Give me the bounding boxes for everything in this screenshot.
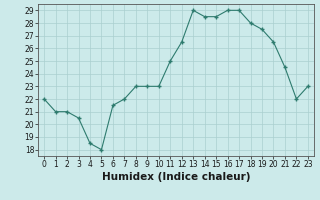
X-axis label: Humidex (Indice chaleur): Humidex (Indice chaleur) — [102, 172, 250, 182]
